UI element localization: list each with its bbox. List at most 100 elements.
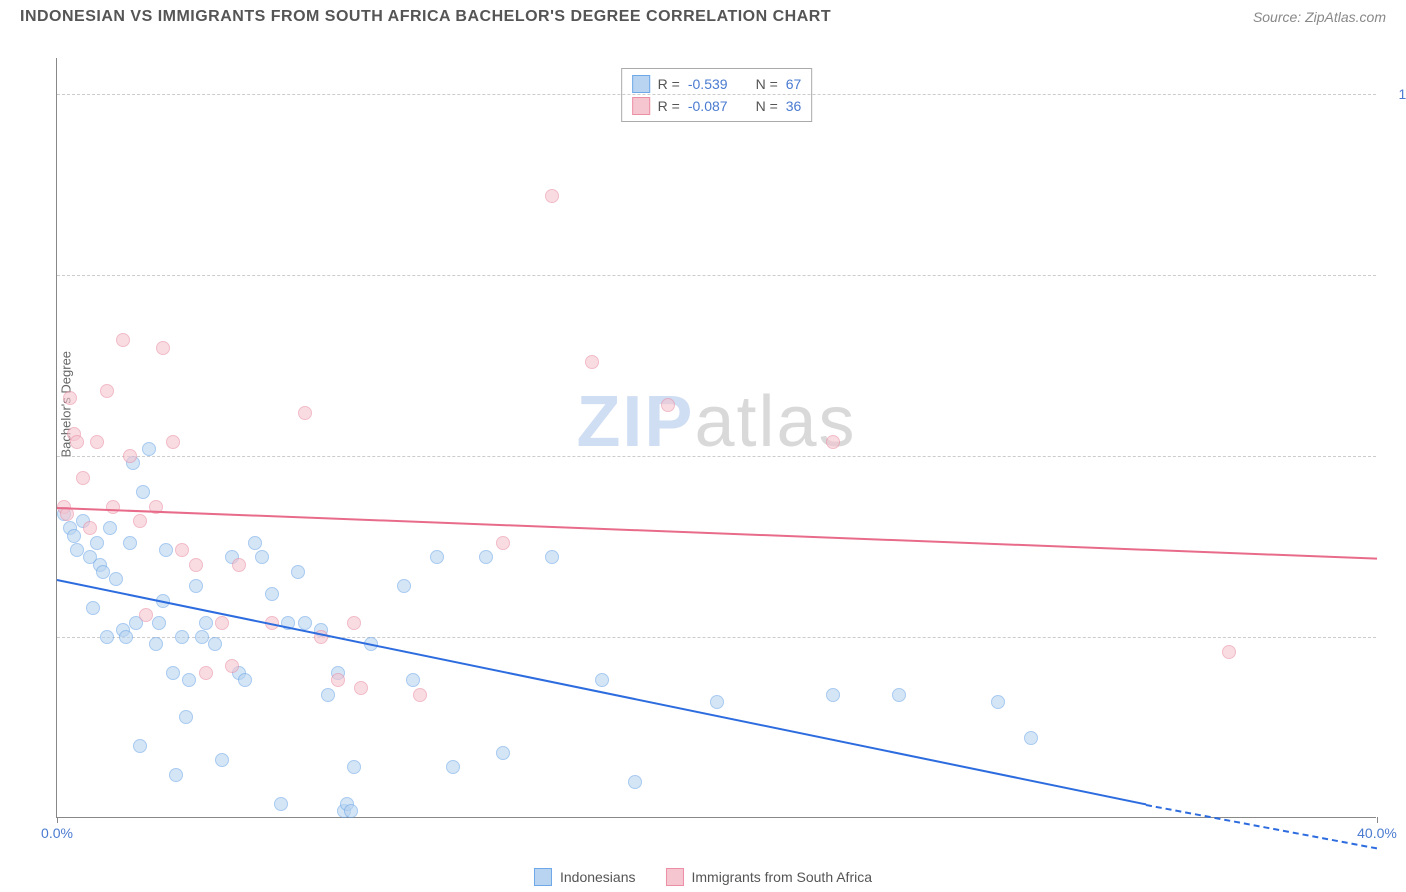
scatter-point [70, 543, 84, 557]
scatter-point [199, 666, 213, 680]
legend-n-value: 36 [786, 98, 802, 114]
scatter-point [166, 435, 180, 449]
scatter-point [826, 688, 840, 702]
scatter-point [189, 579, 203, 593]
chart-source: Source: ZipAtlas.com [1253, 9, 1386, 25]
grid-line [57, 275, 1376, 276]
scatter-point [215, 753, 229, 767]
scatter-point [175, 543, 189, 557]
scatter-point [545, 189, 559, 203]
legend-r-label: R = [658, 98, 680, 114]
scatter-point [96, 565, 110, 579]
scatter-point [991, 695, 1005, 709]
watermark-atlas: atlas [694, 382, 856, 462]
scatter-point [595, 673, 609, 687]
scatter-point [90, 435, 104, 449]
scatter-point [397, 579, 411, 593]
chart-header: INDONESIAN VS IMMIGRANTS FROM SOUTH AFRI… [0, 0, 1406, 34]
scatter-point [182, 673, 196, 687]
scatter-point [100, 630, 114, 644]
scatter-point [123, 449, 137, 463]
legend-swatch [632, 97, 650, 115]
scatter-point [274, 797, 288, 811]
legend-swatch [534, 868, 552, 886]
scatter-point [265, 587, 279, 601]
legend-series-item: Indonesians [534, 868, 636, 886]
trend-line [1146, 804, 1377, 849]
legend-series-label: Indonesians [560, 869, 636, 885]
legend-series-item: Immigrants from South Africa [666, 868, 873, 886]
scatter-point [123, 536, 137, 550]
legend-n-value: 67 [786, 76, 802, 92]
x-tick-label: 0.0% [41, 825, 73, 841]
scatter-point [109, 572, 123, 586]
scatter-point [661, 398, 675, 412]
scatter-point [1024, 731, 1038, 745]
scatter-point [76, 471, 90, 485]
trend-line [57, 507, 1377, 560]
trend-line [57, 579, 1146, 805]
scatter-point [248, 536, 262, 550]
scatter-point [90, 536, 104, 550]
scatter-point [142, 442, 156, 456]
scatter-point [166, 666, 180, 680]
scatter-point [479, 550, 493, 564]
scatter-point [175, 630, 189, 644]
scatter-point [347, 616, 361, 630]
y-tick-label: 75.0% [1386, 267, 1406, 283]
scatter-point [159, 543, 173, 557]
scatter-point [225, 659, 239, 673]
grid-line [57, 94, 1376, 95]
scatter-point [116, 333, 130, 347]
scatter-point [139, 608, 153, 622]
scatter-point [406, 673, 420, 687]
chart-title: INDONESIAN VS IMMIGRANTS FROM SOUTH AFRI… [20, 8, 831, 26]
scatter-point [106, 500, 120, 514]
scatter-point [298, 616, 312, 630]
watermark: ZIPatlas [576, 381, 856, 463]
scatter-point [179, 710, 193, 724]
legend-correlation-row: R =-0.539N =67 [632, 73, 802, 95]
scatter-point [136, 485, 150, 499]
grid-line [57, 456, 1376, 457]
scatter-point [1222, 645, 1236, 659]
y-tick-label: 25.0% [1386, 629, 1406, 645]
scatter-point [347, 760, 361, 774]
watermark-zip: ZIP [576, 382, 694, 462]
y-tick-label: 100.0% [1386, 86, 1406, 102]
legend-swatch [632, 75, 650, 93]
scatter-point [169, 768, 183, 782]
legend-series-label: Immigrants from South Africa [692, 869, 873, 885]
legend-r-value: -0.087 [688, 98, 728, 114]
scatter-point [83, 521, 97, 535]
y-tick-label: 50.0% [1386, 448, 1406, 464]
scatter-point [189, 558, 203, 572]
scatter-point [208, 637, 222, 651]
chart-container: Bachelor's Degree ZIPatlas R =-0.539N =6… [48, 50, 1388, 840]
scatter-point [63, 391, 77, 405]
scatter-point [238, 673, 252, 687]
scatter-point [195, 630, 209, 644]
scatter-point [826, 435, 840, 449]
legend-n-label: N = [756, 76, 778, 92]
scatter-point [331, 673, 345, 687]
scatter-point [298, 406, 312, 420]
scatter-point [119, 630, 133, 644]
legend-swatch [666, 868, 684, 886]
scatter-point [628, 775, 642, 789]
legend-r-label: R = [658, 76, 680, 92]
plot-area: ZIPatlas R =-0.539N =67R =-0.087N =36 25… [56, 58, 1376, 818]
scatter-point [86, 601, 100, 615]
scatter-point [446, 760, 460, 774]
scatter-point [255, 550, 269, 564]
scatter-point [710, 695, 724, 709]
scatter-point [321, 688, 335, 702]
scatter-point [413, 688, 427, 702]
scatter-point [430, 550, 444, 564]
scatter-point [354, 681, 368, 695]
scatter-point [133, 739, 147, 753]
scatter-point [585, 355, 599, 369]
scatter-point [496, 536, 510, 550]
scatter-point [152, 616, 166, 630]
legend-series: Indonesians Immigrants from South Africa [534, 868, 872, 886]
